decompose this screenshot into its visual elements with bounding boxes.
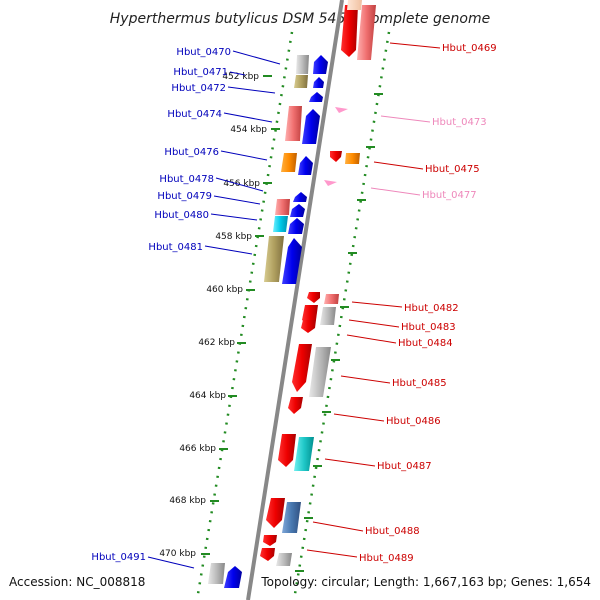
kbp-label: 452 kbp [222, 72, 259, 82]
right-leader-lines [306, 42, 441, 558]
gene-arrow[interactable] [309, 92, 323, 102]
gene-arrow[interactable] [282, 238, 302, 284]
gene-arrow[interactable] [330, 151, 342, 162]
gene-arrow[interactable] [294, 75, 308, 88]
gene-arrow[interactable] [313, 77, 324, 88]
gene-arrow[interactable] [357, 5, 376, 60]
gene-label[interactable]: Hbut_0476 [164, 147, 219, 158]
gene-arrow[interactable] [292, 344, 312, 392]
gene-arrow[interactable] [273, 216, 288, 232]
kbp-label: 468 kbp [169, 496, 206, 506]
gene-arrow[interactable] [290, 204, 305, 217]
gene-label[interactable]: Hbut_0478 [159, 174, 214, 185]
left-leader-lines [147, 50, 281, 569]
kbp-label: 458 kbp [215, 232, 252, 242]
right-gene-labels: Hbut_0469 Hbut_0473 Hbut_0475 Hbut_0477 … [359, 43, 497, 564]
gene-label[interactable]: Hbut_0487 [377, 461, 432, 472]
gene-arrow[interactable] [224, 566, 242, 588]
gene-arrow[interactable] [260, 548, 275, 561]
gene-label[interactable]: Hbut_0471 [173, 67, 228, 78]
kbp-label: 470 kbp [159, 549, 196, 559]
gene-arrow[interactable] [341, 5, 358, 57]
gene-label[interactable]: Hbut_0474 [167, 109, 222, 120]
gene-label[interactable]: Hbut_0484 [398, 338, 453, 349]
gene-arrow[interactable] [276, 553, 292, 566]
gene-label[interactable]: Hbut_0491 [91, 552, 146, 563]
kbp-ticks: 452 kbp 454 kbp 456 kbp 458 kbp 460 kbp … [159, 72, 267, 559]
left-tick-marks [201, 75, 280, 555]
right-tick-marks [295, 93, 383, 572]
gene-arrow[interactable] [275, 199, 290, 215]
gene-label[interactable]: Hbut_0473 [432, 117, 487, 128]
gene-arrow[interactable] [285, 106, 302, 141]
gene-label[interactable]: Hbut_0486 [386, 416, 441, 427]
gene-label[interactable]: Hbut_0470 [176, 47, 231, 58]
gene-arrow[interactable] [296, 55, 309, 74]
gene-arrow[interactable] [293, 192, 307, 202]
accession-text: Accession: NC_008818 [9, 575, 145, 589]
gene-arrow[interactable] [302, 109, 320, 144]
kbp-label: 466 kbp [179, 444, 216, 454]
gene-label[interactable]: Hbut_0475 [425, 164, 480, 175]
gene-label[interactable]: Hbut_0479 [157, 191, 212, 202]
gene-arrow[interactable] [307, 292, 320, 303]
gene-arrow[interactable] [301, 320, 316, 333]
gene-arrow[interactable] [278, 434, 296, 467]
genome-title: Hyperthermus butylicus DSM 5456, complet… [110, 11, 490, 27]
gene-label[interactable]: Hbut_0489 [359, 553, 414, 564]
gene-arrow[interactable] [264, 236, 284, 282]
gene-arrow[interactable] [335, 107, 348, 113]
gene-label[interactable]: Hbut_0477 [422, 190, 477, 201]
gene-arrow[interactable] [282, 502, 301, 533]
kbp-label: 464 kbp [189, 391, 226, 401]
gene-arrow[interactable] [345, 153, 360, 164]
gene-arrow[interactable] [298, 156, 313, 175]
gene-label[interactable]: Hbut_0485 [392, 378, 447, 389]
gene-label[interactable]: Hbut_0483 [401, 322, 456, 333]
gene-arrow[interactable] [266, 498, 285, 528]
gene-arrow[interactable] [281, 153, 297, 172]
gene-arrow[interactable] [294, 437, 314, 471]
gene-arrow[interactable] [320, 307, 336, 325]
gene-arrow[interactable] [288, 397, 303, 414]
gene-arrow[interactable] [324, 294, 339, 304]
gene-label[interactable]: Hbut_0482 [404, 303, 459, 314]
gene-label[interactable]: Hbut_0469 [442, 43, 497, 54]
gene-label[interactable]: Hbut_0472 [171, 83, 226, 94]
gene-label[interactable]: Hbut_0488 [365, 526, 420, 537]
genome-axis [246, 0, 344, 600]
left-strand-genes [208, 55, 328, 588]
gene-label[interactable]: Hbut_0481 [148, 242, 203, 253]
gene-arrow[interactable] [309, 347, 331, 397]
topology-text: Topology: circular; Length: 1,667,163 bp… [260, 575, 591, 589]
gene-arrow[interactable] [208, 563, 225, 584]
kbp-label: 454 kbp [230, 125, 267, 135]
left-gene-labels: Hbut_0470 Hbut_0471 Hbut_0472 Hbut_0474 … [91, 47, 231, 563]
gene-arrow[interactable] [288, 218, 304, 234]
kbp-label: 456 kbp [223, 179, 260, 189]
gene-arrow[interactable] [324, 180, 337, 186]
kbp-label: 460 kbp [206, 285, 243, 295]
gene-arrow[interactable] [347, 0, 362, 10]
gene-arrow[interactable] [313, 55, 328, 74]
gene-label[interactable]: Hbut_0480 [154, 210, 209, 221]
kbp-label: 462 kbp [198, 338, 235, 348]
gene-arrow[interactable] [263, 535, 277, 546]
right-strand-genes [260, 0, 376, 566]
